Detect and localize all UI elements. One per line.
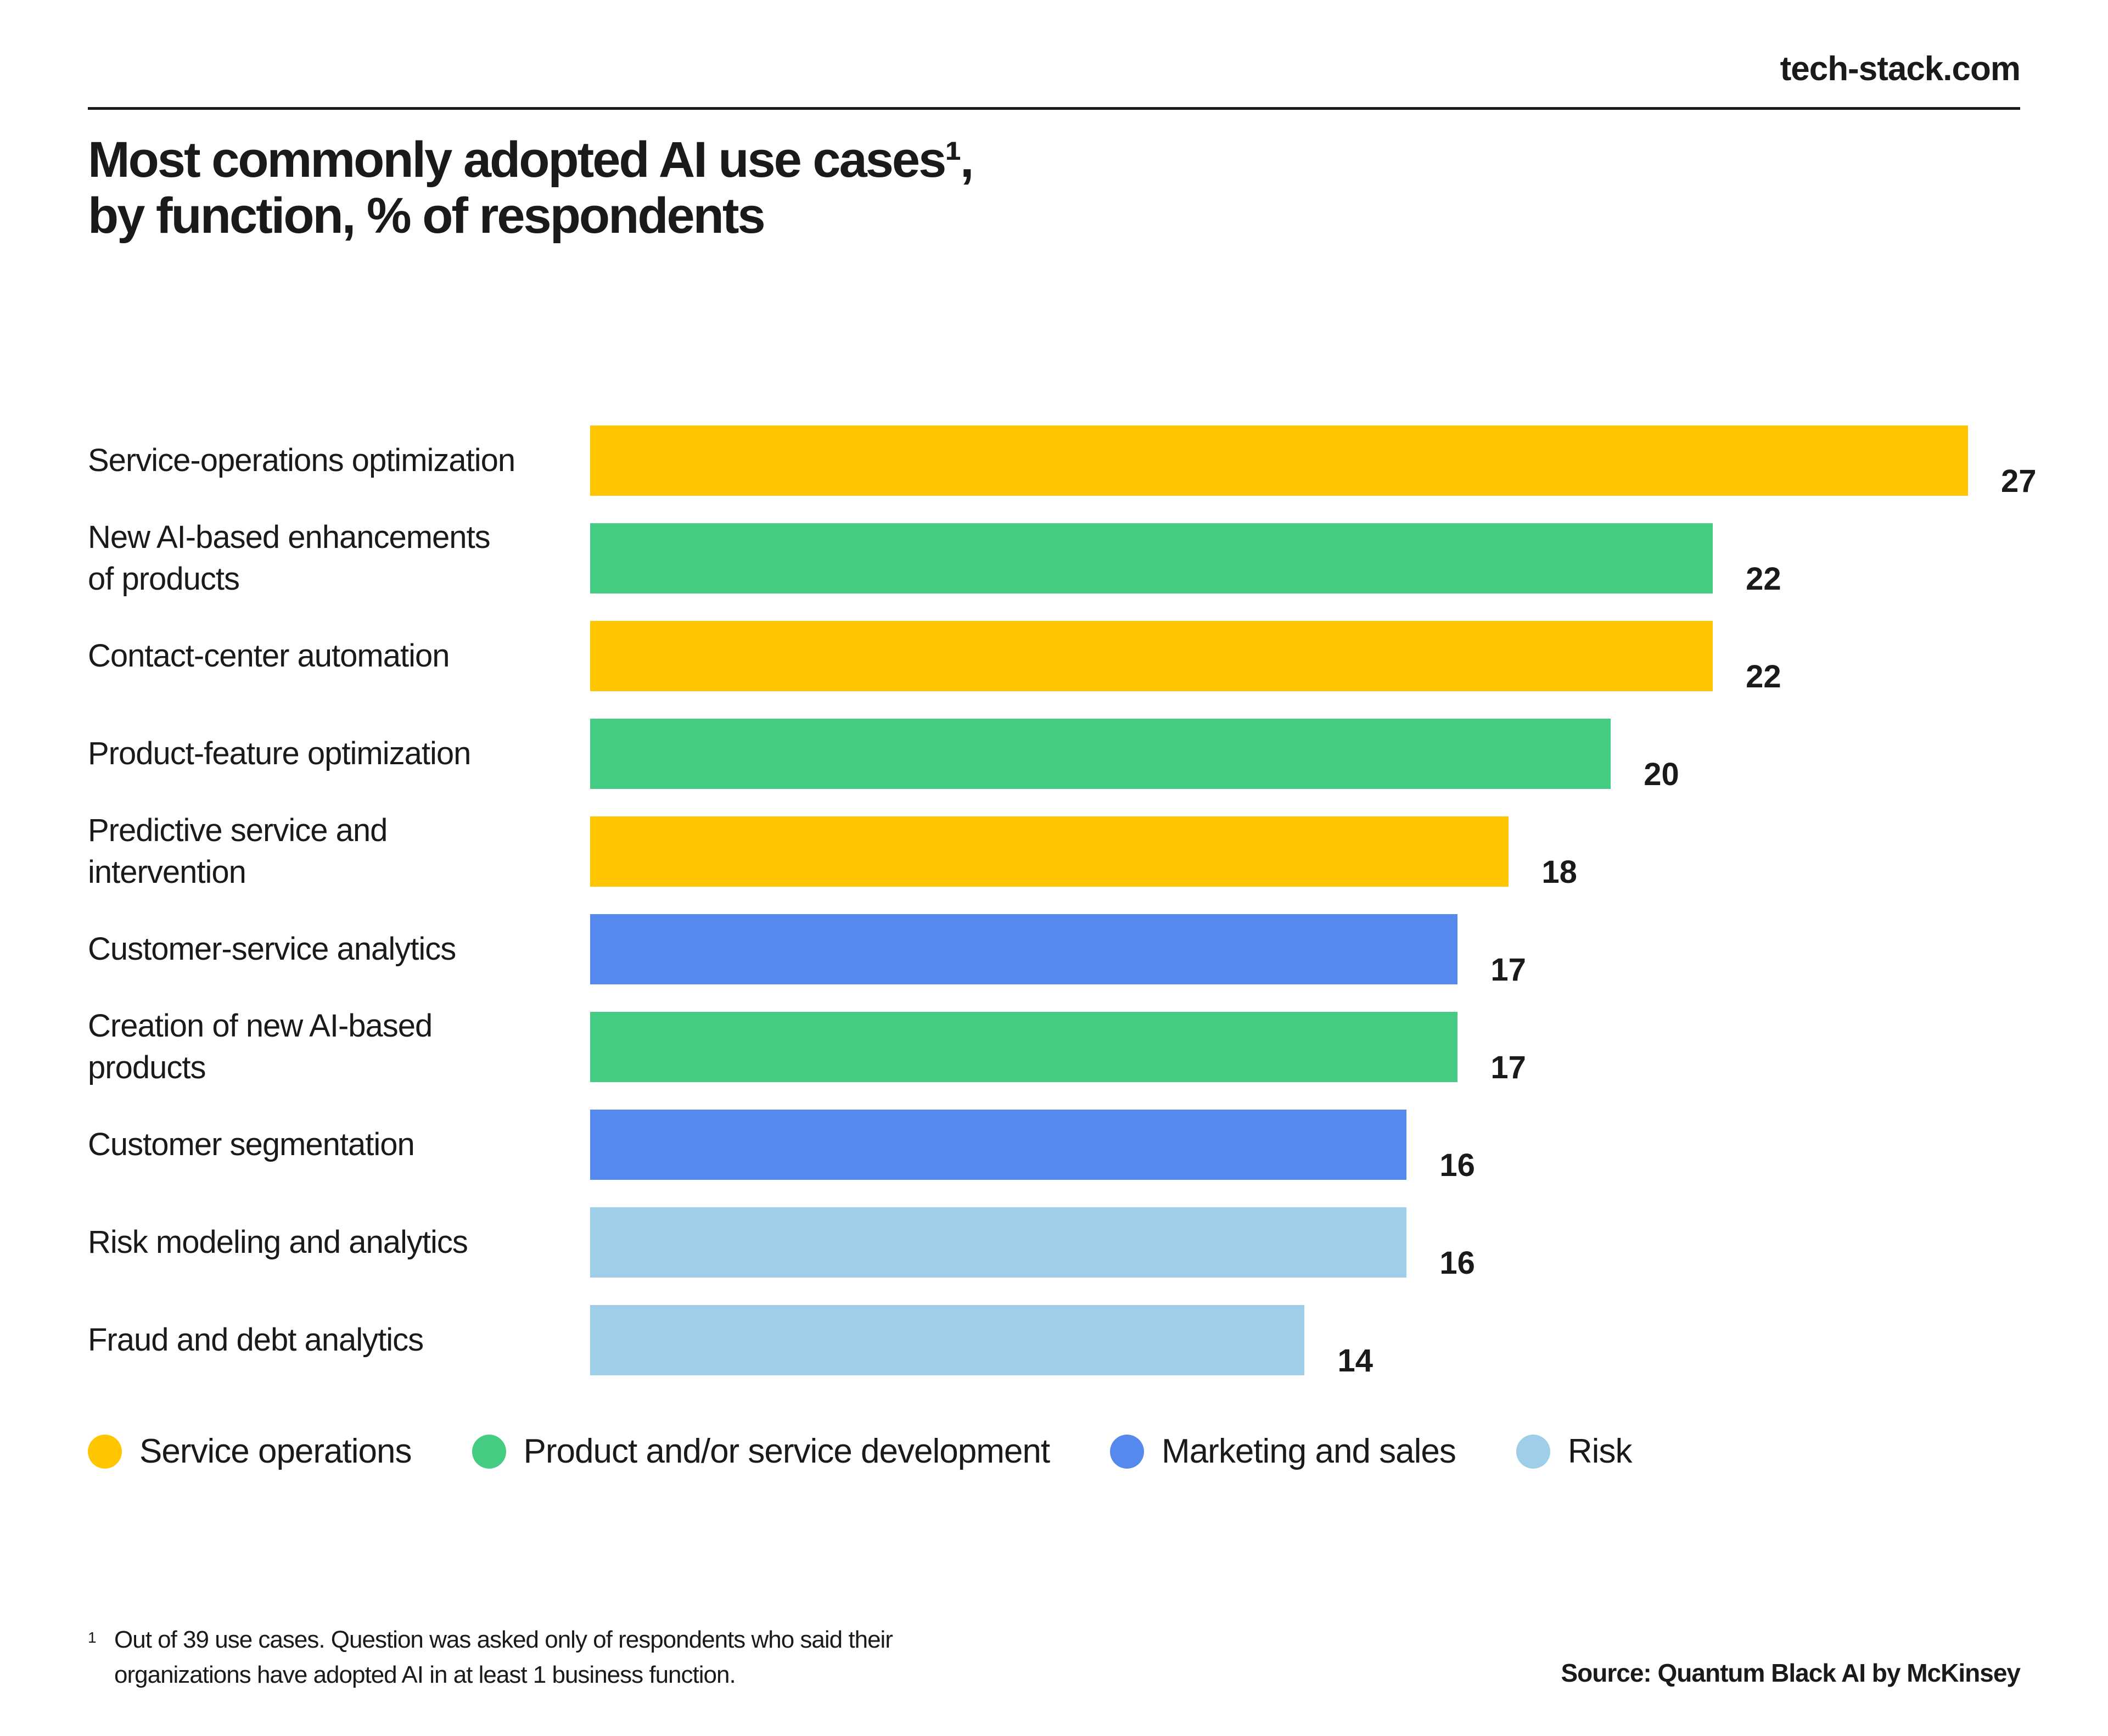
category-label: Customer-service analytics [88,914,582,984]
bar [590,1207,1407,1278]
header-divider [88,107,2020,110]
legend-label: Marketing and sales [1162,1432,1456,1470]
category-label-line: Customer-service analytics [88,931,456,967]
category-label-line: Fraud and debt analytics [88,1322,424,1358]
bar-value-label: 22 [1746,561,1781,597]
bar [590,1012,1458,1082]
category-label-line: intervention [88,854,246,890]
category-label-line: Customer segmentation [88,1127,415,1162]
category-label-line: Service-operations optimization [88,443,515,478]
bar [590,1110,1407,1180]
bar-value-label: 20 [1644,757,1679,792]
category-label-line: Predictive service and [88,813,388,848]
chart-title: Most commonly adopted AI use cases¹, by … [88,132,974,244]
footnote-line-2: organizations have adopted AI in at leas… [114,1661,736,1688]
bar [590,914,1458,984]
legend-item: Risk [1516,1432,1632,1471]
category-label: Predictive service and intervention [88,813,582,890]
category-label: Creation of new AI-based products [88,1008,582,1085]
category-label: Product-feature optimization [88,719,582,789]
category-label-line: Contact-center automation [88,638,450,674]
bar-value-label: 16 [1439,1147,1475,1183]
category-label: Risk modeling and analytics [88,1207,582,1278]
chart-legend: Service operations Product and/or service… [88,1432,1692,1471]
legend-item: Service operations [88,1432,412,1471]
bar-value-label: 16 [1439,1245,1475,1281]
bar-value-label: 22 [1746,659,1781,695]
bar [590,1305,1305,1375]
legend-label: Risk [1567,1432,1633,1470]
bar-value-label: 17 [1490,1050,1526,1085]
bar-value-label: 17 [1490,952,1526,988]
category-label-line: Product-feature optimization [88,736,471,771]
category-label: Fraud and debt analytics [88,1305,582,1375]
category-label: Service-operations optimization [88,425,582,496]
bar [590,523,1713,593]
legend-swatch [472,1434,506,1469]
legend-item: Marketing and sales [1110,1432,1456,1471]
bar [590,425,1968,496]
category-label-line: New AI-based enhancements [88,519,491,555]
footnote-text: Out of 39 use cases. Question was asked … [114,1622,893,1693]
bar [590,621,1713,691]
chart-title-line-2: by function, % of respondents [88,188,766,244]
footnote-line-1: Out of 39 use cases. Question was asked … [114,1626,893,1653]
legend-swatch [1516,1434,1550,1469]
bar-value-label: 14 [1337,1343,1373,1379]
category-label: Contact-center automation [88,621,582,691]
category-label-line: products [88,1050,206,1085]
footnote: 1 Out of 39 use cases. Question was aske… [88,1622,893,1693]
legend-label: Product and/or service development [523,1432,1051,1470]
legend-swatch [1110,1434,1145,1469]
legend-label: Service operations [139,1432,412,1470]
footnote-marker: 1 [88,1629,97,1646]
category-label: Customer segmentation [88,1110,582,1180]
bar [590,816,1509,887]
category-label-line: of products [88,561,240,597]
bar [590,719,1611,789]
brand-name: tech-stack.com [1780,50,2021,88]
bar-value-label: 27 [2001,463,2037,499]
source-credit: Source: Quantum Black AI by McKinsey [1561,1659,2021,1687]
legend-item: Product and/or service development [472,1432,1050,1471]
chart-title-line-1: Most commonly adopted AI use cases¹, [88,132,974,188]
legend-swatch [88,1434,122,1469]
category-label-line: Creation of new AI-based [88,1008,433,1044]
category-label: New AI-based enhancements of products [88,519,582,597]
bar-value-label: 18 [1541,854,1577,890]
category-label-line: Risk modeling and analytics [88,1224,468,1260]
